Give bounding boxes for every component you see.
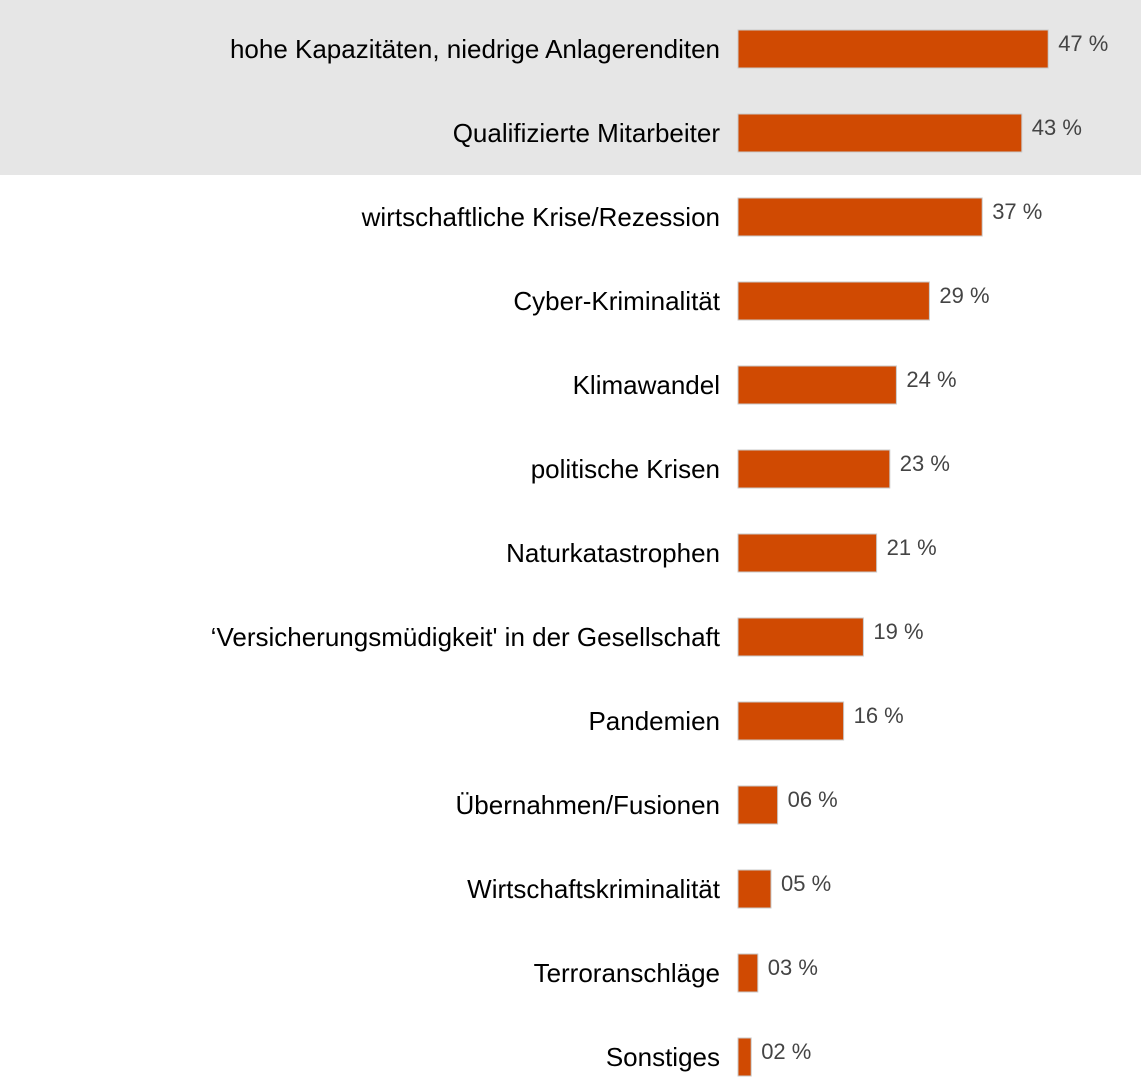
value-label: 23 % xyxy=(900,451,950,476)
bar xyxy=(737,197,983,237)
category-label: Wirtschaftskriminalität xyxy=(467,874,721,904)
category-label: ‘Versicherungsmüdigkeit' in der Gesellsc… xyxy=(211,622,721,652)
category-label: Naturkatastrophen xyxy=(506,538,720,568)
category-label: Qualifizierte Mitarbeiter xyxy=(453,118,721,148)
value-label: 47 % xyxy=(1058,31,1108,56)
value-label: 24 % xyxy=(906,367,956,392)
bar xyxy=(737,785,779,825)
value-label: 16 % xyxy=(854,703,904,728)
category-label: Pandemien xyxy=(588,706,720,736)
bar xyxy=(737,533,878,573)
category-label: Übernahmen/Fusionen xyxy=(456,790,721,820)
bar xyxy=(737,701,845,741)
category-label: Klimawandel xyxy=(573,370,720,400)
bar xyxy=(737,1037,752,1077)
value-label: 05 % xyxy=(781,871,831,896)
value-label: 06 % xyxy=(788,787,838,812)
value-label: 43 % xyxy=(1032,115,1082,140)
bar xyxy=(737,449,891,489)
value-label: 37 % xyxy=(992,199,1042,224)
bar xyxy=(737,617,864,657)
category-label: hohe Kapazitäten, niedrige Anlagerendite… xyxy=(230,34,720,64)
category-label: politische Krisen xyxy=(531,454,720,484)
bar xyxy=(737,29,1049,69)
value-label: 19 % xyxy=(873,619,923,644)
value-label: 03 % xyxy=(768,955,818,980)
value-label: 02 % xyxy=(761,1039,811,1064)
bar xyxy=(737,113,1023,153)
bar xyxy=(737,869,772,909)
category-label: Sonstiges xyxy=(606,1042,720,1072)
category-label: Cyber-Kriminalität xyxy=(513,286,720,316)
category-label: Terroranschläge xyxy=(534,958,720,988)
bar xyxy=(737,365,897,405)
bar xyxy=(737,281,930,321)
value-label: 21 % xyxy=(887,535,937,560)
bar xyxy=(737,953,759,993)
value-label: 29 % xyxy=(939,283,989,308)
category-label: wirtschaftliche Krise/Rezession xyxy=(361,202,720,232)
